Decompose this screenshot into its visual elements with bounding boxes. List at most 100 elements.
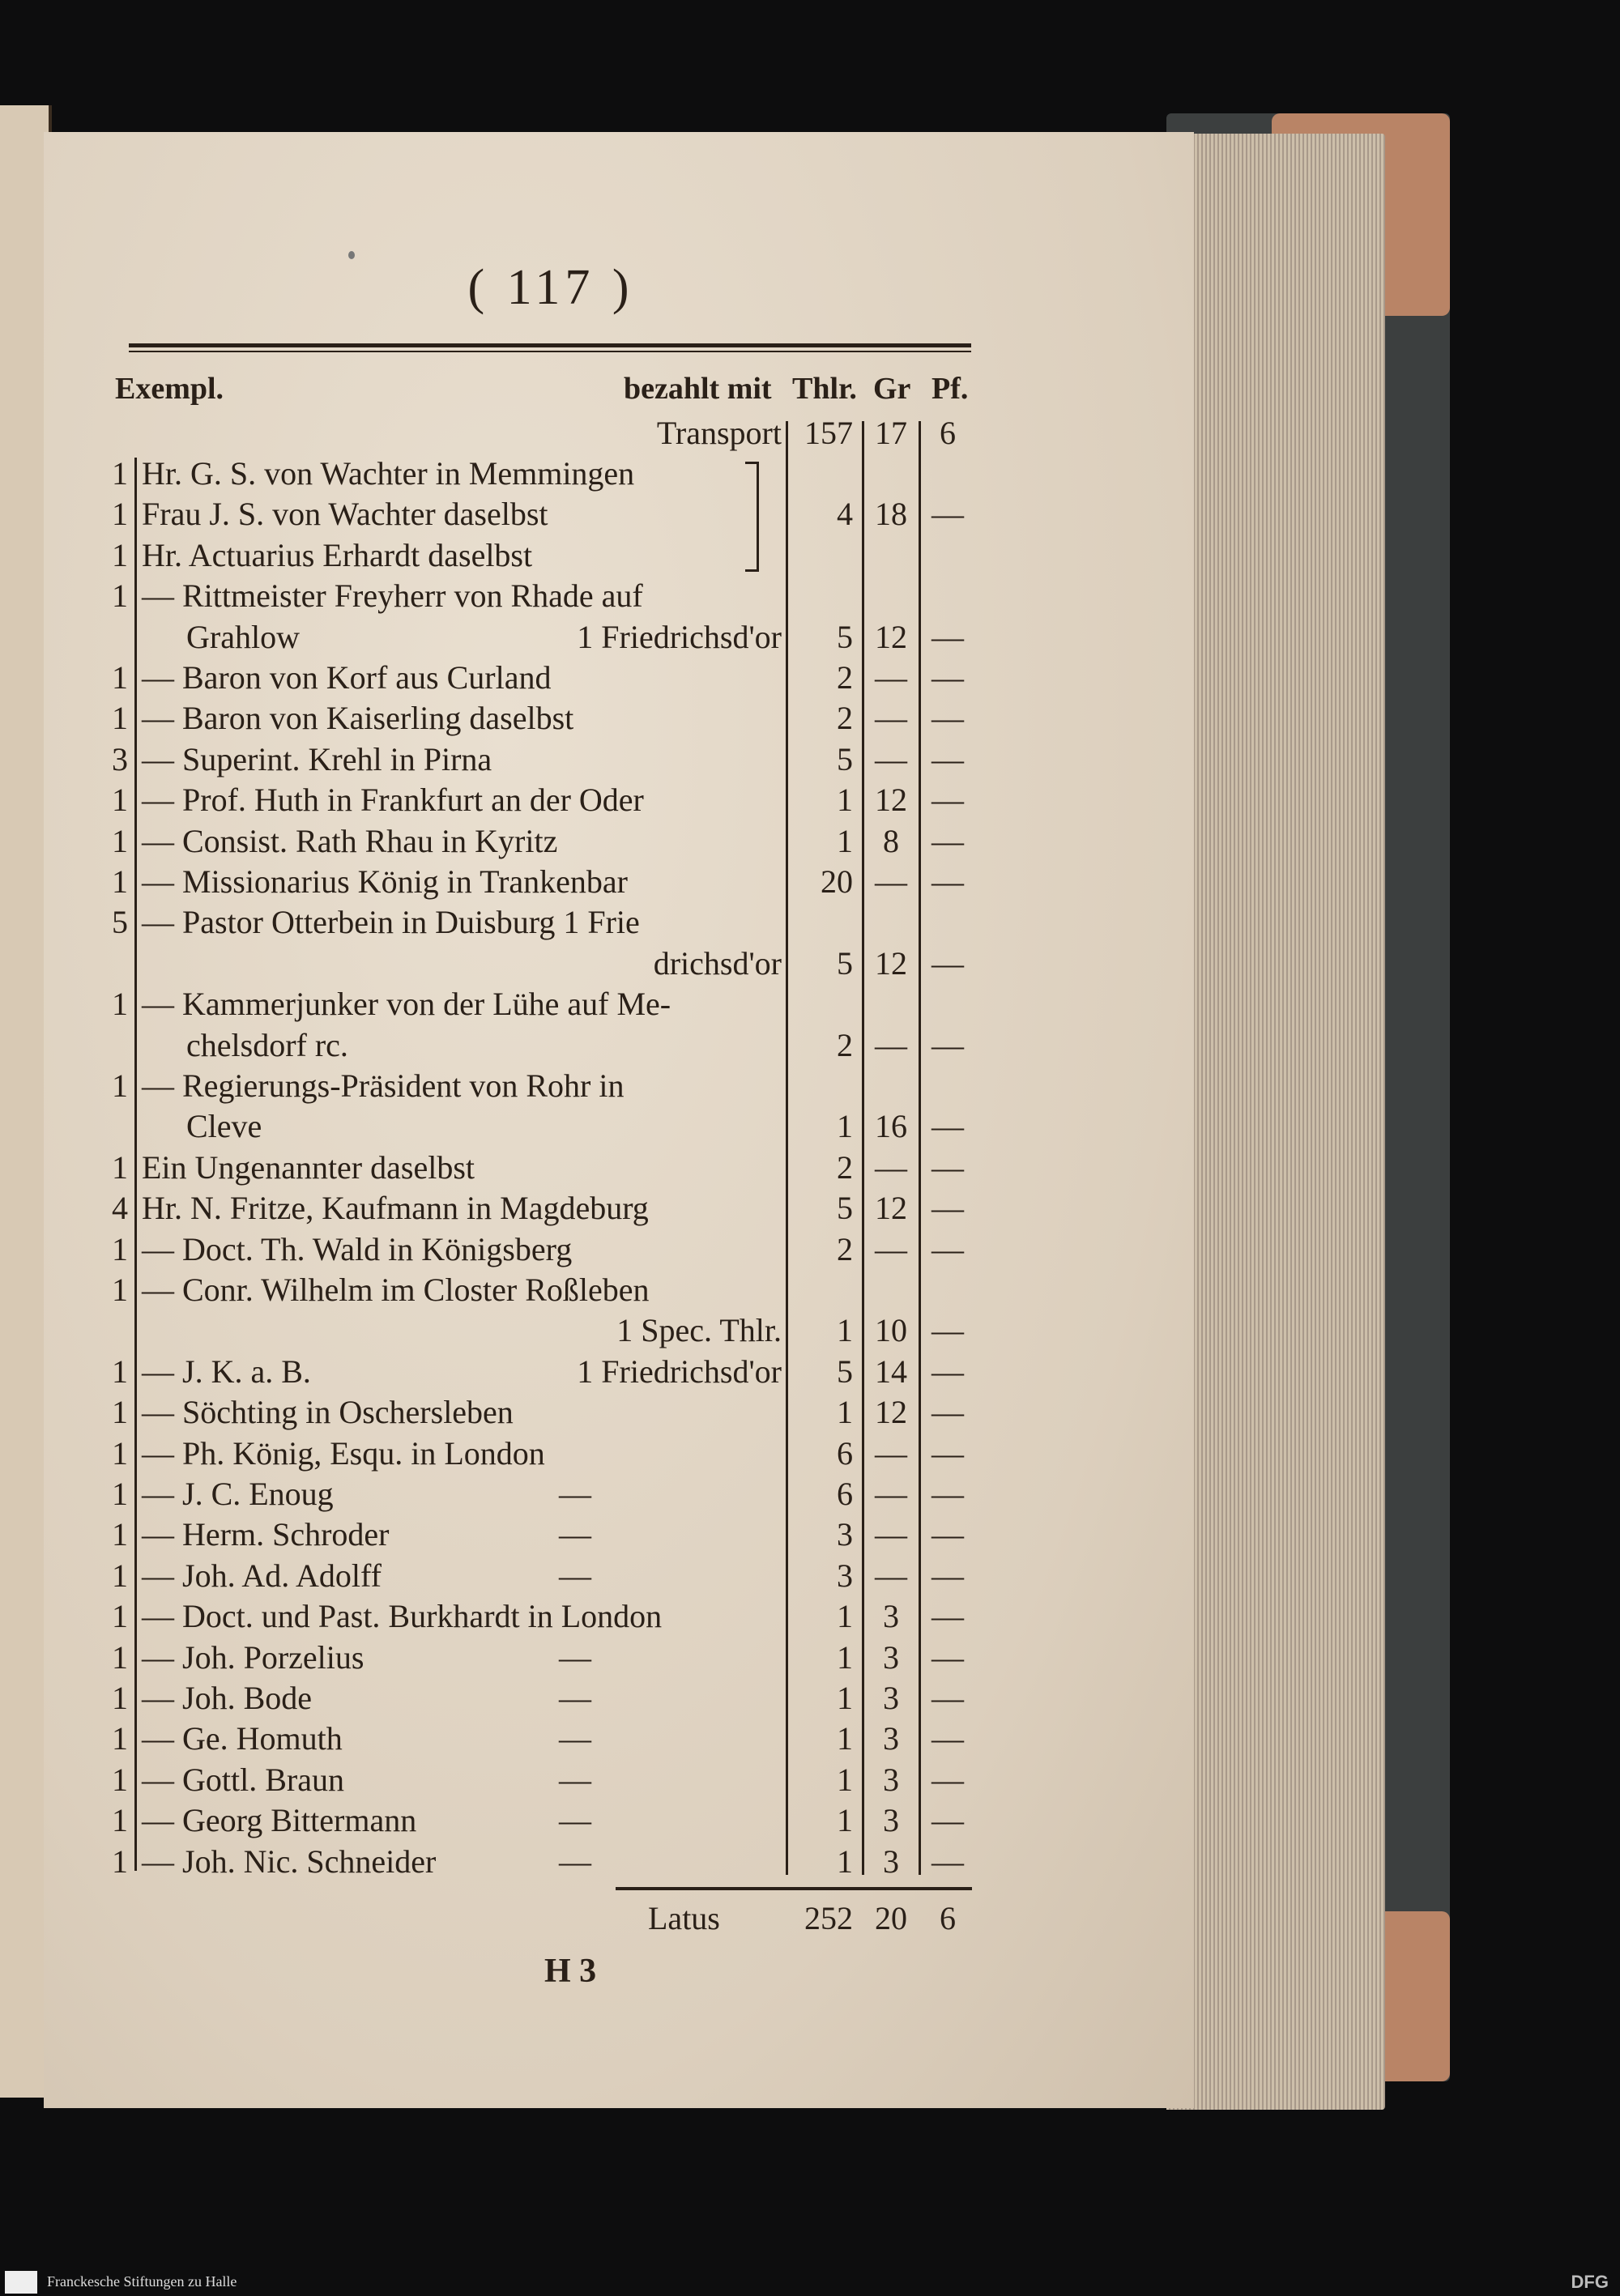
row-count: 1: [112, 782, 128, 819]
row-count: 1: [112, 455, 128, 492]
row-name: — Missionarius König in Trankenbar: [142, 863, 628, 900]
pf-column-line: [919, 421, 921, 1875]
signature-mark: H 3: [544, 1953, 597, 1990]
row-name: — Prof. Huth in Frankfurt an der Oder: [142, 782, 644, 819]
institution-logo-icon: [5, 2271, 37, 2294]
list-row: 1 — Baron von Kaiserling daselbst 2 — —: [0, 698, 988, 739]
latus-pf: 6: [940, 1900, 956, 1936]
row-thlr: 5: [837, 1352, 853, 1390]
row-pf: —: [932, 1394, 964, 1431]
row-thlr: 2: [837, 1148, 853, 1186]
row-pf: —: [932, 740, 964, 777]
row-gr: 3: [883, 1598, 899, 1635]
row-count: 1: [112, 1067, 128, 1104]
row-gr: 3: [883, 1761, 899, 1798]
transport-row: Transport 157 17 6: [0, 413, 988, 454]
row-ditto-mark: —: [559, 1516, 591, 1553]
row-gr: —: [875, 1516, 907, 1553]
footer-bar: Franckesche Stiftungen zu Halle DFG: [0, 2268, 1620, 2296]
row-count: 3: [112, 740, 128, 777]
row-count: 1: [112, 1680, 128, 1716]
list-row: 1 — J. C. Enoug — 6 — —: [0, 1474, 988, 1514]
row-ditto-mark: —: [559, 1476, 591, 1512]
row-count: 1: [112, 1230, 128, 1267]
row-count: 1: [112, 1638, 128, 1676]
ink-spot: [348, 251, 355, 259]
row-pf: —: [932, 1761, 964, 1798]
latus-thlr: 252: [804, 1900, 853, 1936]
list-row: 1 — Conr. Wilhelm im Closter Roßleben: [0, 1270, 988, 1310]
row-gr: 14: [875, 1352, 907, 1390]
row-thlr: 1: [837, 822, 853, 859]
list-row: Cleve 1 16 —: [0, 1106, 988, 1147]
row-pf: —: [932, 1680, 964, 1716]
row-pf: —: [932, 1434, 964, 1472]
row-ditto-mark: —: [559, 1557, 591, 1594]
row-thlr: 1: [837, 1761, 853, 1798]
row-gr: 3: [883, 1720, 899, 1757]
row-thlr: 6: [837, 1434, 853, 1472]
latus-label: Latus: [648, 1900, 720, 1936]
list-row: 1 — Joh. Ad. Adolff — 3 — —: [0, 1556, 988, 1596]
row-pf: —: [932, 700, 964, 737]
col-header-paid-with: bezahlt mit: [624, 372, 772, 406]
row-pf: —: [932, 1842, 964, 1880]
row-name: Ein Ungenannter daselbst: [142, 1148, 475, 1186]
list-row: 1— Ge. Homuth —1 3—: [0, 1719, 988, 1759]
row-thlr: 3: [837, 1516, 853, 1553]
row-thlr: 1: [837, 1802, 853, 1839]
row-pf: —: [932, 1312, 964, 1349]
list-row: 1— Joh. Porzelius —1 3—: [0, 1638, 988, 1678]
row-name: chelsdorf rc.: [186, 1026, 348, 1063]
list-row: 5 — Pastor Otterbein in Duisburg 1 Frie: [0, 902, 988, 943]
list-row: 1 Frau J. S. von Wachter daselbst 4 18 —: [0, 494, 988, 535]
list-row: chelsdorf rc. 2 — —: [0, 1025, 988, 1066]
row-count: 1: [112, 1761, 128, 1798]
row-pf: —: [932, 1802, 964, 1839]
row-count: 1: [112, 822, 128, 859]
row-pf: —: [932, 1638, 964, 1676]
book-page: [44, 132, 1194, 2108]
list-row: 1 Hr. G. S. von Wachter in Memmingen: [0, 454, 988, 494]
list-row: 1— Consist. Rath Rhau in Kyritz 1 8—: [0, 821, 988, 862]
row-pf: —: [932, 782, 964, 819]
row-count: 1: [112, 1352, 128, 1390]
row-gr: 3: [883, 1638, 899, 1676]
row-pf: —: [932, 863, 964, 900]
gr-column-line: [862, 421, 864, 1875]
row-pf: —: [932, 944, 964, 982]
row-count: 1: [112, 986, 128, 1023]
row-count: 5: [112, 904, 128, 941]
row-name: — Herm. Schroder: [142, 1516, 390, 1553]
institution-name: Franckesche Stiftungen zu Halle: [47, 2273, 237, 2290]
col-header-thlr: Thlr.: [792, 372, 857, 406]
row-ditto-mark: —: [559, 1680, 591, 1716]
row-thlr: 1: [837, 1108, 853, 1145]
header-rule-thin: [129, 351, 971, 352]
row-gr: 10: [875, 1312, 907, 1349]
row-name: Frau J. S. von Wachter daselbst: [142, 496, 548, 533]
row-thlr: 5: [837, 1190, 853, 1227]
row-name: — Söchting in Oschersleben: [142, 1394, 514, 1431]
row-ditto-mark: —: [559, 1802, 591, 1839]
row-thlr: 5: [837, 740, 853, 777]
row-pf: —: [932, 1148, 964, 1186]
row-name: — Regierungs-Präsident von Rohr in: [142, 1067, 625, 1104]
row-gr: —: [875, 1026, 907, 1063]
col-header-pf: Pf.: [932, 372, 969, 406]
thlr-column-line: [786, 421, 788, 1875]
row-thlr: 5: [837, 944, 853, 982]
row-name: — Joh. Ad. Adolff: [142, 1557, 382, 1594]
row-name: — Kammerjunker von der Lühe auf Me-: [142, 986, 671, 1023]
transport-thlr: 157: [804, 415, 853, 451]
list-row: 1 Ein Ungenannter daselbst 2 — —: [0, 1148, 988, 1188]
row-pf: —: [932, 1720, 964, 1757]
list-row: 1— Georg Bittermann —1 3—: [0, 1800, 988, 1841]
row-payment-note: 1 Friedrichsd'or: [577, 1352, 782, 1390]
row-name: — Ph. König, Esqu. in London: [142, 1434, 545, 1472]
row-count: 1: [112, 1434, 128, 1472]
col-header-gr: Gr: [873, 372, 911, 406]
row-name: — J. K. a. B.: [142, 1352, 311, 1390]
row-count: 1: [112, 577, 128, 615]
header-rule: [129, 343, 971, 347]
